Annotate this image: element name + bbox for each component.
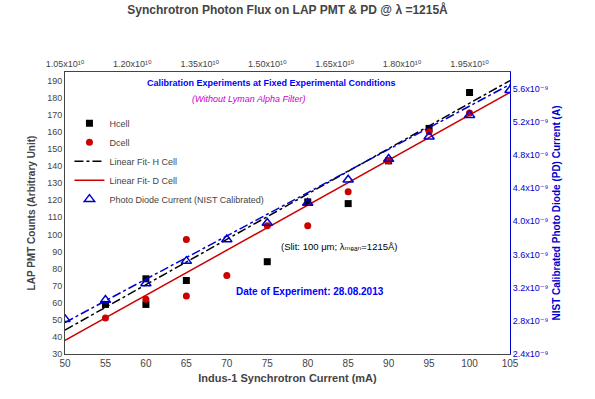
svg-text:65: 65 <box>181 358 193 369</box>
svg-text:50: 50 <box>59 358 71 369</box>
svg-text:50: 50 <box>52 315 62 325</box>
svg-text:4.0x10⁻⁹: 4.0x10⁻⁹ <box>513 216 549 226</box>
svg-text:30: 30 <box>52 349 62 359</box>
svg-text:55: 55 <box>100 358 112 369</box>
svg-text:NIST Calibrated Photo Diode (P: NIST Calibrated Photo Diode (PD) Current… <box>551 106 562 321</box>
svg-text:60: 60 <box>52 298 62 308</box>
svg-text:(Without Lyman Alpha Filter): (Without Lyman Alpha Filter) <box>192 94 305 104</box>
svg-text:70: 70 <box>52 281 62 291</box>
svg-text:75: 75 <box>262 358 274 369</box>
svg-text:3.6x10⁻⁹: 3.6x10⁻⁹ <box>513 250 549 260</box>
svg-text:Calibration Experiments at Fix: Calibration Experiments at Fixed Experim… <box>147 78 396 88</box>
svg-text:190: 190 <box>47 76 62 86</box>
svg-text:70: 70 <box>221 358 233 369</box>
svg-text:1.50x10¹⁰: 1.50x10¹⁰ <box>248 59 287 69</box>
svg-text:5.2x10⁻⁹: 5.2x10⁻⁹ <box>513 117 549 127</box>
svg-text:Synchrotron Photon Flux on LAP: Synchrotron Photon Flux on LAP PMT & PD … <box>127 2 448 17</box>
svg-text:1.20x10¹⁰: 1.20x10¹⁰ <box>113 59 152 69</box>
svg-text:(Slit: 100 μm; λₘₑₐₙ=1215Å): (Slit: 100 μm; λₘₑₐₙ=1215Å) <box>281 241 398 252</box>
svg-text:2.8x10⁻⁹: 2.8x10⁻⁹ <box>513 316 549 326</box>
svg-text:160: 160 <box>47 127 62 137</box>
svg-text:100: 100 <box>47 230 62 240</box>
svg-text:140: 140 <box>47 161 62 171</box>
svg-text:Hcell: Hcell <box>109 119 129 129</box>
svg-text:1.65x10¹⁰: 1.65x10¹⁰ <box>315 59 354 69</box>
svg-text:95: 95 <box>424 358 436 369</box>
svg-text:90: 90 <box>383 358 395 369</box>
svg-text:LAP PMT Counts (Arbitrary Unit: LAP PMT Counts (Arbitrary Unit) <box>26 136 37 291</box>
svg-text:105: 105 <box>502 358 519 369</box>
svg-text:80: 80 <box>302 358 314 369</box>
svg-text:180: 180 <box>47 93 62 103</box>
svg-text:1.95x10¹⁰: 1.95x10¹⁰ <box>450 59 489 69</box>
svg-text:100: 100 <box>461 358 478 369</box>
svg-text:4.8x10⁻⁹: 4.8x10⁻⁹ <box>513 150 549 160</box>
svg-text:5.6x10⁻⁹: 5.6x10⁻⁹ <box>513 84 549 94</box>
svg-text:3.2x10⁻⁹: 3.2x10⁻⁹ <box>513 283 549 293</box>
svg-text:90: 90 <box>52 247 62 257</box>
svg-text:110: 110 <box>48 212 62 222</box>
svg-text:1.05x10¹⁰: 1.05x10¹⁰ <box>46 59 85 69</box>
svg-text:40: 40 <box>52 332 62 342</box>
svg-text:Linear Fit- H Cell: Linear Fit- H Cell <box>109 157 177 167</box>
svg-text:170: 170 <box>47 110 62 120</box>
svg-text:Dcell: Dcell <box>109 138 129 148</box>
svg-text:60: 60 <box>140 358 152 369</box>
svg-text:Linear Fit- D Cell: Linear Fit- D Cell <box>109 176 177 186</box>
svg-text:1.80x10¹⁰: 1.80x10¹⁰ <box>383 59 422 69</box>
svg-text:4.4x10⁻⁹: 4.4x10⁻⁹ <box>513 183 549 193</box>
svg-text:85: 85 <box>343 358 355 369</box>
svg-text:Photo Diode Current (NIST Cali: Photo Diode Current (NIST Calibrated) <box>109 195 263 205</box>
svg-text:130: 130 <box>47 178 62 188</box>
svg-text:Indus-1 Synchrotron Current (m: Indus-1 Synchrotron Current (mA) <box>198 372 377 384</box>
svg-text:1.35x10¹⁰: 1.35x10¹⁰ <box>181 59 220 69</box>
svg-text:2.4x10⁻⁹: 2.4x10⁻⁹ <box>513 349 549 359</box>
svg-text:120: 120 <box>47 195 62 205</box>
svg-text:150: 150 <box>47 144 62 154</box>
svg-text:80: 80 <box>52 264 62 274</box>
svg-text:Date of Experiment: 28.08.2013: Date of Experiment: 28.08.2013 <box>236 286 384 297</box>
